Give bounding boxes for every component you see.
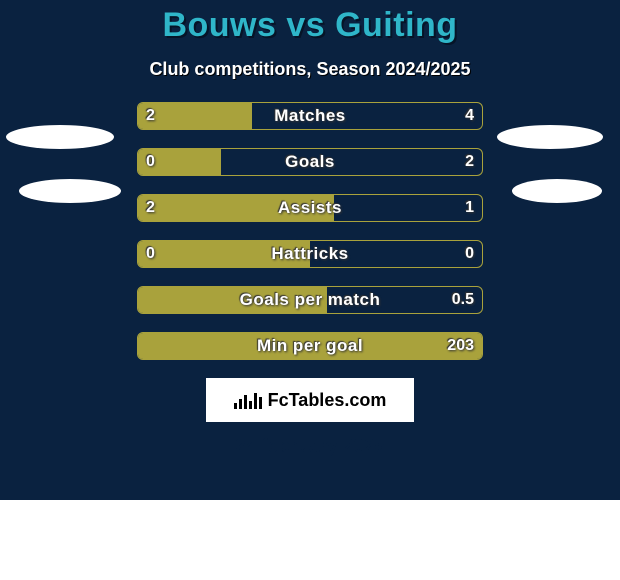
page-title: Bouws vs Guiting — [0, 0, 620, 45]
stat-value-right: 1 — [465, 195, 474, 221]
stat-value-right: 0 — [465, 241, 474, 267]
stat-bar: 2Matches4 — [137, 102, 483, 130]
stat-label: Min per goal — [138, 333, 482, 359]
avatar-placeholder-left-2 — [19, 179, 121, 203]
stat-bar: 0Hattricks0 — [137, 240, 483, 268]
stat-label: Assists — [138, 195, 482, 221]
stat-bar: 0Goals2 — [137, 148, 483, 176]
avatar-placeholder-right-1 — [497, 125, 603, 149]
avatar-placeholder-left-1 — [6, 125, 114, 149]
stat-label: Matches — [138, 103, 482, 129]
fctables-logo: FcTables.com — [206, 378, 414, 422]
stat-label: Goals per match — [138, 287, 482, 313]
stats-panel: Bouws vs Guiting Club competitions, Seas… — [0, 0, 620, 500]
stat-value-right: 2 — [465, 149, 474, 175]
subtitle: Club competitions, Season 2024/2025 — [0, 59, 620, 80]
bars-icon — [234, 391, 262, 409]
stat-value-right: 203 — [447, 333, 474, 359]
stat-bar: Min per goal203 — [137, 332, 483, 360]
stat-value-right: 4 — [465, 103, 474, 129]
date-label: 24 february 2025 — [0, 436, 620, 458]
stat-bar: Goals per match0.5 — [137, 286, 483, 314]
stat-bar: 2Assists1 — [137, 194, 483, 222]
stat-label: Goals — [138, 149, 482, 175]
stat-value-right: 0.5 — [452, 287, 474, 313]
bars-container: 2Matches40Goals22Assists10Hattricks0Goal… — [137, 102, 483, 360]
avatar-placeholder-right-2 — [512, 179, 602, 203]
stat-label: Hattricks — [138, 241, 482, 267]
logo-text: FcTables.com — [268, 390, 387, 411]
